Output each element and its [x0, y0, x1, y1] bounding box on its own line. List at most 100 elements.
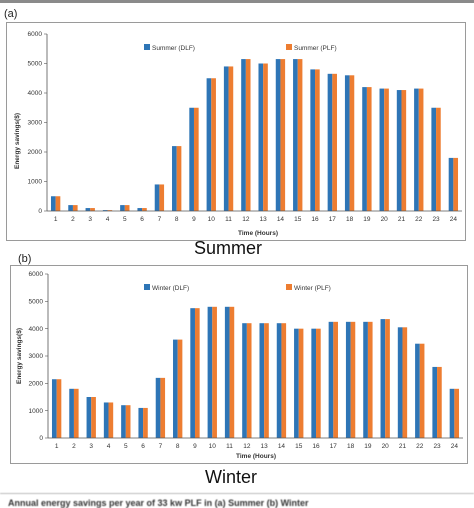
- chart-b-bar-dlf-1: [51, 379, 57, 438]
- chart-a-xtick-label-11: 11: [225, 216, 232, 223]
- chart-a-xlabel: Time (Hours): [238, 230, 278, 237]
- chart-b-bar-plf-19: [367, 321, 373, 438]
- chart-a-bar-dlf-13: [258, 63, 264, 211]
- chart-b-xtick-label-13: 13: [261, 443, 269, 450]
- chart-b-xtick-label-3: 3: [89, 443, 93, 450]
- chart-b-xtick-label-16: 16: [312, 443, 320, 450]
- chart-a-bar-plf-21: [401, 90, 407, 211]
- chart-b-xtick-label-8: 8: [176, 443, 180, 450]
- chart-b-xtick-label-20: 20: [382, 443, 390, 450]
- chart-a-xtick-label-20: 20: [381, 216, 389, 223]
- top-rule: [0, 0, 474, 3]
- chart-b-bar-plf-17: [333, 321, 338, 438]
- chart-a-bar-dlf-16: [310, 69, 316, 212]
- chart-a-bar-plf-24: [453, 157, 459, 211]
- chart-a-bar-plf-9: [193, 107, 199, 211]
- chart-a-xtick-label-22: 22: [415, 216, 423, 223]
- chart-b-bar-plf-6: [143, 407, 148, 438]
- chart-a-xtick-label-23: 23: [432, 216, 440, 223]
- chart-a-bar-dlf-7: [154, 184, 160, 211]
- chart-b-ytick-label-1000: 1000: [29, 408, 44, 415]
- chart-a-xtick-label-15: 15: [294, 216, 302, 223]
- chart-a-ytick-label-3000: 3000: [28, 120, 43, 127]
- chart-b-ytick-label-2000: 2000: [29, 381, 44, 388]
- chart-a-ytick-label-2000: 2000: [28, 149, 43, 156]
- chart-a-bar-dlf-4: [102, 210, 108, 211]
- chart-a-ylabel: Energy savings($): [14, 113, 21, 169]
- chart-b-bar-plf-2: [73, 388, 79, 438]
- chart-a-bar-plf-12: [245, 59, 251, 211]
- chart-b-xtick-label-12: 12: [243, 443, 251, 450]
- chart-b-bar-dlf-14: [276, 323, 282, 438]
- chart-a-bar-dlf-23: [431, 107, 437, 211]
- chart-b-ytick-label-4000: 4000: [29, 326, 44, 333]
- chart-b-bar-dlf-10: [207, 306, 213, 438]
- chart-a-bar-dlf-18: [344, 75, 350, 211]
- chart-a-ytick-label-6000: 6000: [28, 31, 43, 38]
- chart-b-bar-plf-13: [264, 323, 269, 438]
- chart-b-bar-plf-3: [91, 397, 96, 438]
- chart-b-bar-dlf-9: [190, 308, 195, 438]
- chart-b-bar-dlf-11: [224, 306, 230, 438]
- legend-a-dlf-swatch: [144, 44, 150, 50]
- chart-b-bar-dlf-17: [328, 321, 334, 438]
- chart-b-bar-plf-14: [281, 323, 287, 438]
- chart-a-xtick-label-9: 9: [192, 216, 196, 223]
- legend-a-plf-label: Summer (PLF): [294, 45, 337, 52]
- chart-a-bar-dlf-1: [50, 196, 56, 211]
- chart-a-bar-dlf-21: [396, 90, 402, 211]
- chart-a-frame: Energy savings($) Time (Hours) Summer (D…: [6, 22, 466, 241]
- figure-caption: Annual energy savings per year of 33 kw …: [0, 493, 474, 508]
- chart-a-bar-dlf-2: [68, 205, 73, 211]
- chart-b-bar-dlf-3: [86, 397, 92, 438]
- chart-a-xtick-label-19: 19: [363, 216, 371, 223]
- chart-b-bar-dlf-7: [155, 377, 161, 438]
- chart-a-bar-dlf-9: [189, 107, 194, 211]
- chart-a-bar-dlf-19: [362, 87, 367, 211]
- chart-b-bar-plf-8: [177, 339, 183, 438]
- chart-a-xtick-label-21: 21: [398, 216, 406, 223]
- chart-b-bar-dlf-13: [259, 323, 265, 438]
- chart-b-ytick-label-6000: 6000: [29, 271, 44, 278]
- chart-b-bar-plf-15: [298, 328, 304, 438]
- chart-a-svg: Energy savings($) Time (Hours) Summer (D…: [14, 31, 462, 237]
- chart-a-bar-plf-8: [176, 146, 182, 211]
- chart-a-xtick-label-1: 1: [54, 216, 58, 223]
- chart-b-bar-plf-9: [194, 308, 200, 438]
- chart-a-bar-plf-13: [263, 63, 268, 211]
- chart-b-xtick-label-23: 23: [433, 443, 441, 450]
- chart-b-bar-dlf-8: [173, 339, 178, 438]
- chart-b-bar-dlf-22: [415, 343, 420, 438]
- chart-a-xtick-label-24: 24: [450, 216, 458, 223]
- panel-a-label: (a): [4, 8, 18, 20]
- chart-a-bar-dlf-11: [223, 66, 229, 211]
- chart-b-xtick-label-9: 9: [193, 443, 197, 450]
- chart-b-xtick-label-17: 17: [330, 443, 338, 450]
- chart-b-bar-plf-5: [125, 405, 131, 438]
- chart-b-bar-dlf-20: [380, 319, 386, 438]
- chart-a-xtick-label-2: 2: [71, 216, 75, 223]
- chart-b-svg: Energy savings($) Time (Hours) Winter (D…: [16, 271, 463, 460]
- chart-a-xtick-label-7: 7: [158, 216, 162, 223]
- chart-b-ytick-label-3000: 3000: [29, 353, 44, 360]
- chart-a-bar-plf-3: [90, 208, 95, 211]
- chart-b-bar-dlf-6: [138, 407, 144, 438]
- chart-b-xtick-label-14: 14: [278, 443, 286, 450]
- legend-b-plf-label: Winter (PLF): [294, 285, 331, 292]
- chart-a-xtick-label-6: 6: [140, 216, 144, 223]
- chart-a-bar-plf-22: [418, 88, 424, 211]
- chart-a-bar-dlf-6: [137, 208, 143, 211]
- chart-b-xtick-label-10: 10: [209, 443, 217, 450]
- chart-b-bar-plf-10: [212, 306, 217, 438]
- chart-b-bar-plf-22: [419, 343, 425, 438]
- chart-b-xtick-label-22: 22: [416, 443, 424, 450]
- chart-b-bar-dlf-23: [432, 366, 438, 438]
- chart-b-bar-dlf-15: [294, 328, 299, 438]
- chart-a-bar-plf-23: [436, 107, 441, 211]
- chart-a-bar-plf-10: [211, 78, 216, 211]
- chart-b-bar-dlf-5: [121, 405, 126, 438]
- chart-a-xtick-label-14: 14: [277, 216, 285, 223]
- chart-a-bar-plf-16: [315, 69, 320, 212]
- chart-a-ytick-label-5000: 5000: [28, 61, 43, 68]
- chart-a-ytick-label-1000: 1000: [28, 179, 43, 186]
